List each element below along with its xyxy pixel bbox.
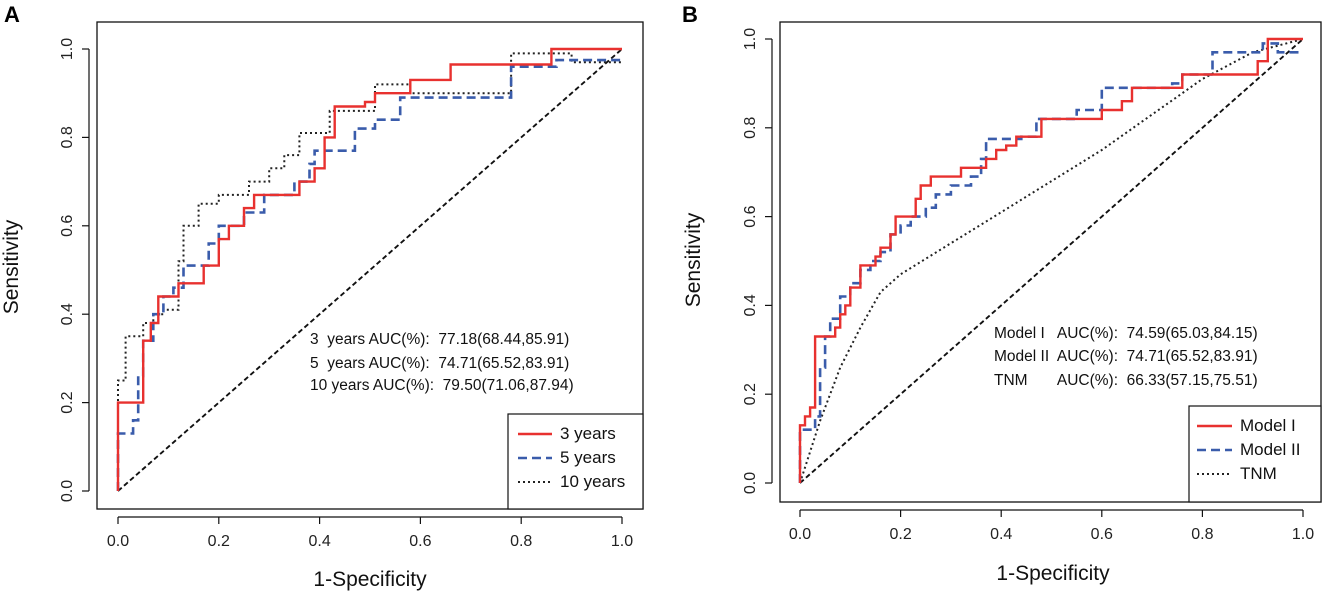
x-tick-label: 0.0	[789, 526, 811, 543]
y-tick-label: 0.6	[59, 215, 76, 237]
roc-curve-5-years	[116, 58, 622, 491]
auc-annotation: 5 years AUC(%): 74.71(65.52,83.91)	[310, 355, 569, 372]
legend-label: 3 years	[560, 424, 616, 443]
x-tick-label: 0.4	[990, 526, 1012, 543]
y-tick-label: 0.2	[742, 383, 759, 405]
x-tick-label: 0.2	[889, 526, 911, 543]
y-tick-label: 0.2	[59, 391, 76, 413]
plot-frame	[779, 21, 1322, 503]
x-tick-label: 0.0	[107, 533, 129, 550]
y-tick-label: 1.0	[742, 28, 759, 50]
legend-box	[1188, 405, 1322, 503]
x-tick-label: 0.6	[409, 533, 431, 550]
auc-annotation: Model I AUC(%): 74.59(65.03,84.15)	[994, 325, 1258, 342]
y-tick-label: 0.6	[742, 205, 759, 227]
y-tick-label: 0.8	[59, 126, 76, 148]
x-tick-label: 0.8	[510, 533, 532, 550]
plot-frame	[96, 21, 644, 510]
auc-annotation: 3 years AUC(%): 77.18(68.44,85.91)	[310, 331, 569, 348]
x-tick-label: 0.4	[308, 533, 330, 550]
legend-label: 10 years	[560, 472, 625, 491]
roc-curve-model-i	[798, 37, 1303, 483]
y-tick-label: 0.8	[742, 117, 759, 139]
y-tick-label: 0.0	[59, 480, 76, 502]
x-axis-title: 1-Specificity	[996, 562, 1110, 585]
auc-annotation: 10 years AUC(%): 79.50(71.06,87.94)	[310, 377, 574, 394]
legend-label: Model I	[1240, 416, 1296, 435]
y-axis-title: Sensitivity	[0, 219, 23, 314]
auc-annotation: TNM AUC(%): 66.33(57.15,75.51)	[994, 372, 1258, 389]
y-tick-label: 0.0	[742, 472, 759, 494]
roc-panel-a: A 0.0 0.2 0.4 0.6 0.8 1.0 0.0 0.2 0.4 0.6 0.8 1.0 1-S…	[0, 2, 644, 591]
roc-panel-b: B 0.0 0.2 0.4 0.6 0.8 1.0 0.0 0.2 0.4 0.6 0.8 1.0 1-S…	[682, 2, 1322, 585]
x-tick-label: 0.6	[1091, 526, 1113, 543]
y-tick-label: 0.4	[59, 303, 76, 325]
legend-box	[507, 413, 644, 510]
x-tick-label: 1.0	[611, 533, 633, 550]
x-tick-label: 0.2	[208, 533, 230, 550]
panel-letter: B	[682, 2, 698, 27]
roc-curve-3-years	[116, 47, 622, 491]
legend-label: Model II	[1240, 440, 1300, 459]
y-tick-label: 0.4	[742, 294, 759, 316]
roc-curve-model-ii	[798, 42, 1303, 483]
y-tick-label: 1.0	[59, 38, 76, 60]
auc-annotation: Model II AUC(%): 74.71(65.52,83.91)	[994, 348, 1258, 365]
legend-label: TNM	[1240, 464, 1277, 483]
x-tick-label: 1.0	[1292, 526, 1314, 543]
legend-label: 5 years	[560, 448, 616, 467]
panel-letter: A	[4, 2, 20, 27]
x-axis-title: 1-Specificity	[313, 568, 427, 591]
x-tick-label: 0.8	[1191, 526, 1213, 543]
y-axis-title: Sensitivity	[682, 212, 705, 307]
